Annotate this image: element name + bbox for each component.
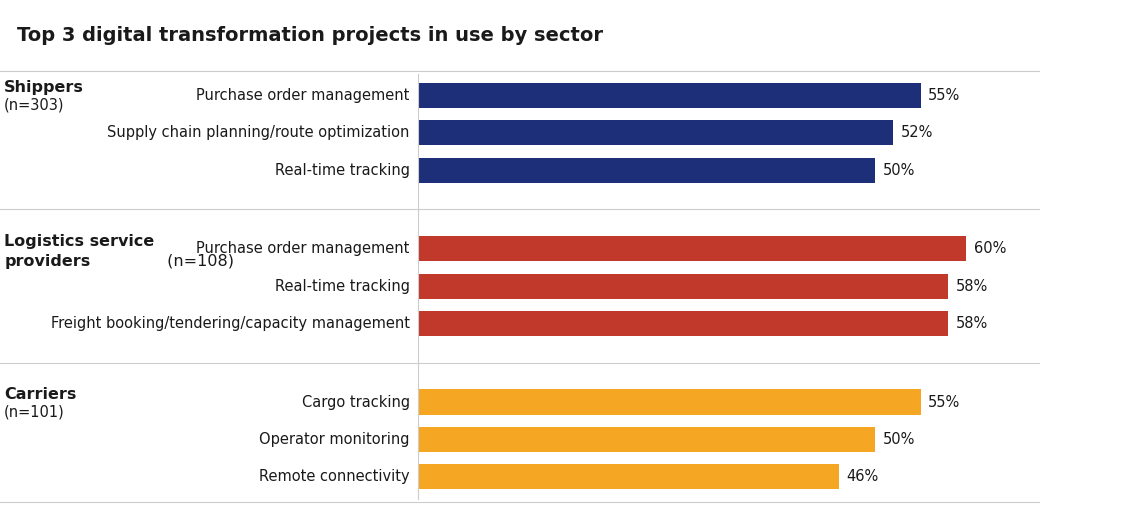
Text: Carriers: Carriers	[5, 387, 77, 402]
Text: 52%: 52%	[901, 125, 933, 140]
Bar	[418, 158, 875, 183]
Bar	[418, 390, 921, 415]
Bar	[418, 274, 948, 299]
Text: Real-time tracking: Real-time tracking	[275, 163, 410, 177]
Text: 55%: 55%	[928, 88, 960, 103]
Text: providers: providers	[5, 254, 90, 269]
Text: Operator monitoring: Operator monitoring	[259, 432, 410, 447]
Bar	[418, 427, 875, 452]
Text: Top 3 digital transformation projects in use by sector: Top 3 digital transformation projects in…	[17, 26, 603, 45]
Bar	[418, 464, 838, 489]
Text: Logistics service: Logistics service	[5, 234, 155, 249]
Text: Purchase order management: Purchase order management	[197, 242, 410, 256]
Bar	[418, 311, 948, 336]
Text: Shippers: Shippers	[5, 80, 84, 96]
Text: 50%: 50%	[883, 163, 915, 177]
Bar	[418, 236, 966, 261]
Bar	[418, 83, 921, 108]
Text: (n=101): (n=101)	[5, 405, 64, 419]
Text: Cargo tracking: Cargo tracking	[302, 395, 410, 410]
Bar	[418, 120, 894, 145]
Text: Real-time tracking: Real-time tracking	[275, 279, 410, 293]
Text: 60%: 60%	[974, 242, 1006, 256]
Text: 55%: 55%	[928, 395, 960, 410]
Text: Remote connectivity: Remote connectivity	[259, 469, 410, 485]
Text: Purchase order management: Purchase order management	[197, 88, 410, 103]
Text: Supply chain planning/route optimization: Supply chain planning/route optimization	[107, 125, 410, 140]
Text: 58%: 58%	[956, 279, 988, 293]
Text: 58%: 58%	[956, 316, 988, 331]
Text: (n=303): (n=303)	[5, 98, 64, 113]
Text: 50%: 50%	[883, 432, 915, 447]
Text: 46%: 46%	[846, 469, 878, 485]
Text: (n=108): (n=108)	[163, 254, 234, 269]
Text: Freight booking/tendering/capacity management: Freight booking/tendering/capacity manag…	[51, 316, 410, 331]
